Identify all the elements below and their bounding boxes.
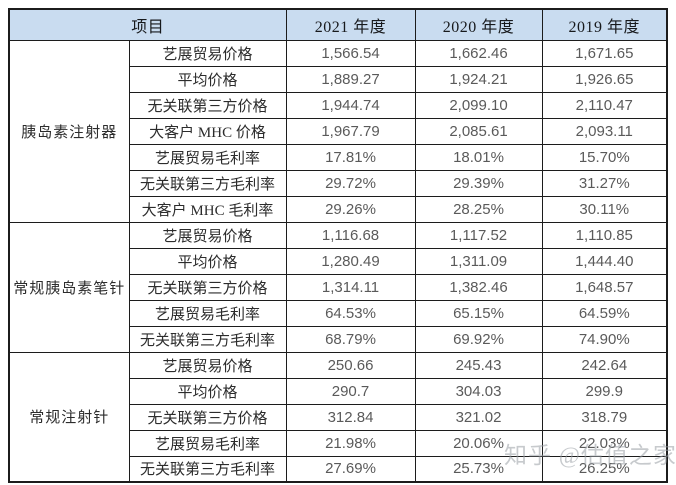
table-row: 常规胰岛素笔针 艺展贸易价格 1,116.68 1,117.52 1,110.85 [8, 221, 668, 353]
value-cell: 318.79 [541, 403, 668, 431]
table-row: 艺展贸易毛利率 21.98% 20.06% 22.03% [9, 429, 668, 457]
metric-label: 大客户 MHC 价格 [128, 117, 287, 145]
header-item-label: 项目 [8, 8, 287, 41]
value-cell: 2,110.47 [541, 91, 668, 119]
value-cell: 64.59% [541, 299, 668, 327]
table-row: 无关联第三方毛利率 27.69% 25.73% 26.25% [9, 455, 668, 483]
header-year-2020: 2020 年度 [414, 8, 543, 41]
value-cell: 290.7 [285, 377, 416, 405]
value-cell: 31.27% [541, 169, 668, 197]
value-cell: 1,671.65 [541, 39, 668, 67]
value-cell: 64.53% [285, 299, 416, 327]
product-group-label: 常规注射针 [8, 351, 130, 483]
value-cell: 1,117.52 [414, 221, 543, 249]
value-cell: 68.79% [285, 325, 416, 353]
value-cell: 245.43 [414, 351, 543, 379]
metric-label: 无关联第三方价格 [128, 273, 287, 301]
value-cell: 1,110.85 [541, 221, 668, 249]
value-cell: 1,648.57 [541, 273, 668, 301]
metric-label: 艺展贸易毛利率 [128, 143, 287, 171]
value-cell: 29.72% [285, 169, 416, 197]
value-cell: 1,566.54 [285, 39, 416, 67]
metric-label: 无关联第三方价格 [128, 403, 287, 431]
product-pricing-table: 项目 2021 年度 2020 年度 2019 年度 胰岛素注射器 艺展贸易价格 1… [8, 8, 669, 483]
value-cell: 25.73% [414, 455, 543, 483]
product-group-label: 胰岛素注射器 [8, 39, 130, 223]
table-header: 项目 2021 年度 2020 年度 2019 年度 [8, 8, 668, 41]
value-cell: 250.66 [285, 351, 416, 379]
value-cell: 69.92% [414, 325, 543, 353]
value-cell: 1,280.49 [285, 247, 416, 275]
table-row: 胰岛素注射器 艺展贸易价格 1,566.54 1,662.46 1,671.65 [8, 39, 668, 223]
table-row: 无关联第三方价格 1,314.11 1,382.46 1,648.57 [9, 273, 668, 301]
metric-label: 艺展贸易毛利率 [128, 429, 287, 457]
table-row: 大客户 MHC 毛利率 29.26% 28.25% 30.11% [9, 195, 668, 223]
value-cell: 2,085.61 [414, 117, 543, 145]
table-row: 无关联第三方毛利率 68.79% 69.92% 74.90% [9, 325, 668, 353]
value-cell: 1,926.65 [541, 65, 668, 93]
value-cell: 2,099.10 [414, 91, 543, 119]
value-cell: 20.06% [414, 429, 543, 457]
header-year-2021: 2021 年度 [285, 8, 416, 41]
value-cell: 27.69% [285, 455, 416, 483]
table-row: 无关联第三方价格 1,944.74 2,099.10 2,110.47 [9, 91, 668, 119]
metric-label: 平均价格 [128, 377, 287, 405]
value-cell: 65.15% [414, 299, 543, 327]
value-cell: 1,116.68 [285, 221, 416, 249]
table-row: 无关联第三方价格 312.84 321.02 318.79 [9, 403, 668, 431]
metric-label: 大客户 MHC 毛利率 [128, 195, 287, 223]
metric-label: 艺展贸易价格 [128, 351, 287, 379]
value-cell: 15.70% [541, 143, 668, 171]
metric-label: 艺展贸易价格 [128, 39, 287, 67]
metric-label: 无关联第三方毛利率 [128, 455, 287, 483]
table-row: 大客户 MHC 价格 1,967.79 2,085.61 2,093.11 [9, 117, 668, 145]
value-cell: 1,314.11 [285, 273, 416, 301]
value-cell: 18.01% [414, 143, 543, 171]
value-cell: 29.39% [414, 169, 543, 197]
metric-label: 艺展贸易毛利率 [128, 299, 287, 327]
value-cell: 242.64 [541, 351, 668, 379]
value-cell: 1,382.46 [414, 273, 543, 301]
value-cell: 321.02 [414, 403, 543, 431]
metric-label: 无关联第三方价格 [128, 91, 287, 119]
value-cell: 1,944.74 [285, 91, 416, 119]
value-cell: 312.84 [285, 403, 416, 431]
value-cell: 30.11% [541, 195, 668, 223]
metric-label: 无关联第三方毛利率 [128, 169, 287, 197]
value-cell: 1,889.27 [285, 65, 416, 93]
metric-label: 平均价格 [128, 65, 287, 93]
metric-label: 平均价格 [128, 247, 287, 275]
value-cell: 1,311.09 [414, 247, 543, 275]
value-cell: 22.03% [541, 429, 668, 457]
product-group-label: 常规胰岛素笔针 [8, 221, 130, 353]
value-cell: 304.03 [414, 377, 543, 405]
table-row: 艺展贸易毛利率 64.53% 65.15% 64.59% [9, 299, 668, 327]
value-cell: 1,662.46 [414, 39, 543, 67]
table-body: 胰岛素注射器 艺展贸易价格 1,566.54 1,662.46 1,671.65 平均价格… [8, 39, 668, 483]
value-cell: 299.9 [541, 377, 668, 405]
table-row: 艺展贸易毛利率 17.81% 18.01% 15.70% [9, 143, 668, 171]
value-cell: 1,924.21 [414, 65, 543, 93]
table-row: 常规注射针 艺展贸易价格 250.66 245.43 242.64 [8, 351, 668, 483]
value-cell: 26.25% [541, 455, 668, 483]
table-row: 平均价格 1,280.49 1,311.09 1,444.40 [9, 247, 668, 275]
table-row: 平均价格 1,889.27 1,924.21 1,926.65 [9, 65, 668, 93]
value-cell: 1,444.40 [541, 247, 668, 275]
header-row: 项目 2021 年度 2020 年度 2019 年度 [8, 8, 668, 41]
value-cell: 21.98% [285, 429, 416, 457]
metric-label: 无关联第三方毛利率 [128, 325, 287, 353]
value-cell: 28.25% [414, 195, 543, 223]
metric-label: 艺展贸易价格 [128, 221, 287, 249]
value-cell: 74.90% [541, 325, 668, 353]
value-cell: 29.26% [285, 195, 416, 223]
value-cell: 1,967.79 [285, 117, 416, 145]
header-year-2019: 2019 年度 [541, 8, 668, 41]
value-cell: 17.81% [285, 143, 416, 171]
value-cell: 2,093.11 [541, 117, 668, 145]
